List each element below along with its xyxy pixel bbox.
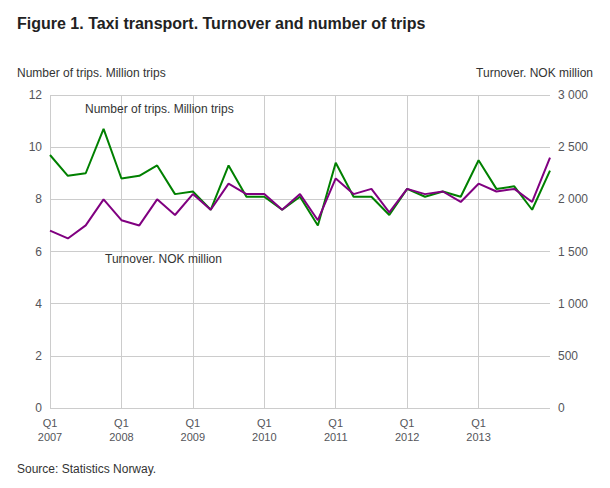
svg-text:8: 8 xyxy=(35,192,42,206)
svg-text:Figure 1. Taxi transport. Turn: Figure 1. Taxi transport. Turnover and n… xyxy=(17,15,425,32)
svg-text:2: 2 xyxy=(35,349,42,363)
svg-text:Q1: Q1 xyxy=(43,417,58,429)
svg-text:Turnover. NOK million: Turnover. NOK million xyxy=(105,252,222,266)
svg-text:2010: 2010 xyxy=(252,431,276,443)
svg-text:0: 0 xyxy=(35,401,42,415)
svg-text:6: 6 xyxy=(35,245,42,259)
svg-text:500: 500 xyxy=(558,349,578,363)
svg-text:Q1: Q1 xyxy=(257,417,272,429)
svg-text:2009: 2009 xyxy=(181,431,205,443)
svg-text:2011: 2011 xyxy=(324,431,348,443)
svg-text:Number of trips. Million trips: Number of trips. Million trips xyxy=(85,102,234,116)
svg-text:2012: 2012 xyxy=(395,431,419,443)
svg-text:Q1: Q1 xyxy=(400,417,415,429)
svg-text:1 500: 1 500 xyxy=(558,245,588,259)
svg-text:2013: 2013 xyxy=(466,431,490,443)
svg-text:2007: 2007 xyxy=(38,431,62,443)
svg-text:2 000: 2 000 xyxy=(558,192,588,206)
svg-text:Turnover. NOK million: Turnover. NOK million xyxy=(476,66,593,80)
svg-text:2008: 2008 xyxy=(109,431,133,443)
svg-text:12: 12 xyxy=(29,88,43,102)
svg-text:3 000: 3 000 xyxy=(558,88,588,102)
svg-text:Source: Statistics Norway.: Source: Statistics Norway. xyxy=(17,462,156,476)
svg-text:10: 10 xyxy=(29,140,43,154)
svg-text:Q1: Q1 xyxy=(471,417,486,429)
svg-text:Q1: Q1 xyxy=(328,417,343,429)
svg-text:2 500: 2 500 xyxy=(558,140,588,154)
svg-text:4: 4 xyxy=(35,297,42,311)
svg-text:0: 0 xyxy=(558,401,565,415)
svg-text:1 000: 1 000 xyxy=(558,297,588,311)
svg-text:Number of trips. Million trips: Number of trips. Million trips xyxy=(17,66,166,80)
svg-text:Q1: Q1 xyxy=(186,417,201,429)
svg-text:Q1: Q1 xyxy=(114,417,129,429)
